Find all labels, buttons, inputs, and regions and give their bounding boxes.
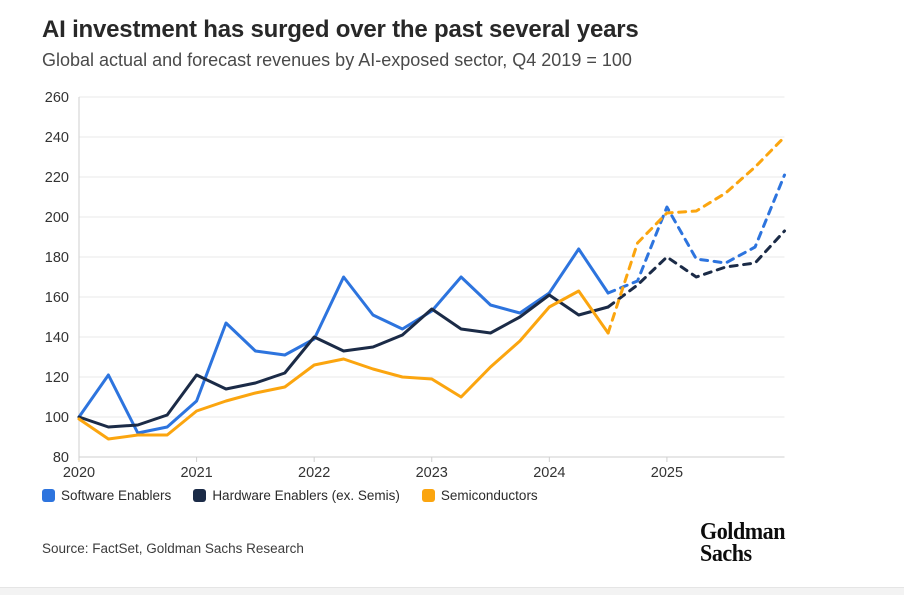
legend-swatch-icon — [193, 489, 207, 502]
legend-item-software-enablers: Software Enablers — [42, 488, 171, 503]
line-software-enablers-forecast — [606, 173, 786, 295]
page-subtitle: Global actual and forecast revenues by A… — [42, 50, 632, 70]
x-axis-tick-label: 2025 — [651, 465, 683, 481]
legend-label: Software Enablers — [61, 488, 172, 503]
line-software-enablers — [77, 247, 610, 435]
y-axis-tick-label: 220 — [45, 170, 69, 186]
y-axis-tick-label: 200 — [45, 210, 69, 226]
legend-label: Semiconductors — [440, 488, 538, 503]
legend-item-semiconductors: Semiconductors — [421, 488, 538, 503]
x-axis-tick-label: 2023 — [416, 465, 448, 481]
x-axis-tick-label: 2024 — [533, 465, 565, 481]
window-bottom-strip — [0, 587, 904, 595]
source-note: Source: FactSet, Goldman Sachs Research — [42, 541, 304, 556]
legend-item-hardware-enablers-ex-semis: Hardware Enablers (ex. Semis) — [193, 488, 400, 503]
y-axis-tick-label: 80 — [53, 450, 69, 466]
line-hardware-enablers-ex-semis — [77, 293, 610, 429]
y-axis-tick-label: 100 — [45, 410, 69, 426]
chart-legend: Software Enablers Hardware Enablers (ex. … — [42, 488, 538, 503]
y-axis-tick-label: 120 — [45, 370, 69, 386]
y-axis-tick-label: 260 — [45, 90, 69, 106]
line-semiconductors-forecast — [606, 135, 786, 335]
legend-label: Hardware Enablers (ex. Semis) — [212, 488, 400, 503]
line-hardware-enablers-ex-semis-forecast — [606, 229, 786, 309]
legend-swatch-icon — [42, 489, 55, 502]
goldman-sachs-logo: Goldman Sachs — [700, 518, 786, 567]
logo-line-2: Sachs — [700, 539, 752, 567]
y-axis-tick-label: 140 — [45, 330, 69, 346]
x-axis-tick-label: 2022 — [298, 465, 330, 481]
y-axis-tick-label: 180 — [45, 250, 69, 266]
legend-swatch-icon — [421, 489, 435, 502]
y-axis-tick-label: 160 — [45, 290, 69, 306]
logo-line-1: Goldman — [700, 518, 786, 545]
x-axis-tick-label: 2020 — [63, 465, 95, 481]
x-axis-tick-label: 2021 — [180, 465, 212, 481]
page-title: AI investment has surged over the past s… — [42, 16, 639, 43]
y-axis-tick-label: 240 — [45, 130, 69, 146]
line-semiconductors — [77, 289, 610, 441]
